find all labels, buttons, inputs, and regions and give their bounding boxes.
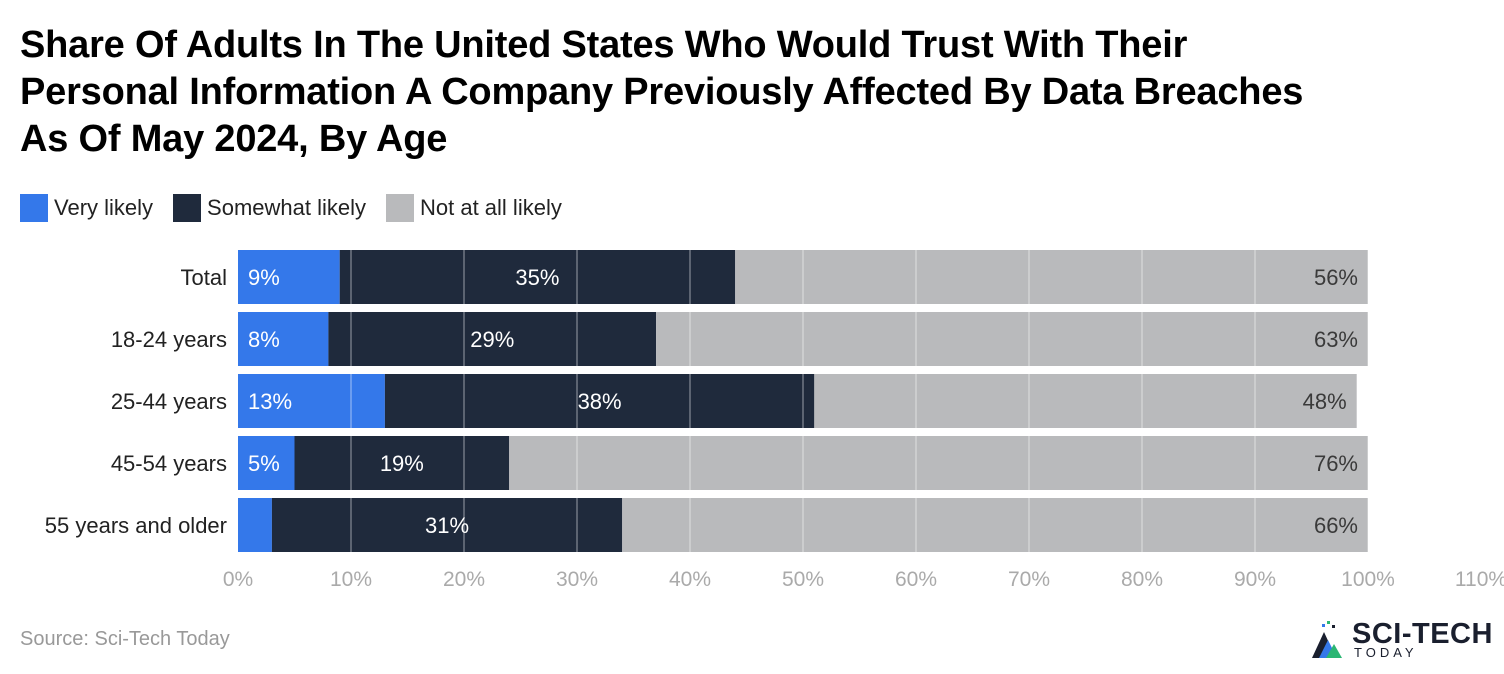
brand-name: SCI-TECH [1352, 618, 1493, 650]
brand-logo[interactable]: SCI-TECH TODAY [1310, 618, 1493, 662]
category-label-18-24-years: 18-24 years [111, 327, 227, 352]
data-label-18-24-years-very-likely: 8% [248, 327, 280, 352]
bar-18-24-years-somewhat-likely [328, 312, 657, 366]
x-tick-label-50: 50% [782, 568, 824, 591]
brand-logo-icon [1312, 621, 1342, 658]
bar-45-54-years-very-likely [238, 436, 295, 490]
bar-45-54-years-not-at-all-likely [509, 436, 1368, 490]
legend-swatch-somewhat-likely [173, 194, 202, 222]
bar-total-somewhat-likely [339, 250, 736, 304]
data-label-25-44-years-not-at-all-likely: 48% [1303, 389, 1347, 414]
legend-swatch-not-at-all-likely [386, 194, 414, 222]
bar-55-years-and-older-very-likely [238, 498, 272, 552]
data-label-55-years-and-older-somewhat-likely: 31% [425, 513, 469, 538]
category-label-55-years-and-older: 55 years and older [45, 513, 227, 538]
title-line-2: Personal Information A Company Previousl… [20, 71, 1304, 113]
x-tick-label-20: 20% [443, 568, 485, 591]
x-tick-label-110: 110% [1455, 568, 1504, 591]
chart-title: Share Of Adults In The United States Who… [20, 22, 1480, 163]
x-tick-label-10: 10% [330, 568, 372, 591]
data-label-18-24-years-not-at-all-likely: 63% [1314, 327, 1358, 352]
x-tick-label-90: 90% [1234, 568, 1276, 591]
data-label-25-44-years-very-likely: 13% [248, 389, 292, 414]
data-label-25-44-years-somewhat-likely: 38% [578, 389, 622, 414]
data-label-45-54-years-not-at-all-likely: 76% [1314, 451, 1358, 476]
source-note: Source: Sci-Tech Today [20, 628, 230, 650]
x-tick-label-60: 60% [895, 568, 937, 591]
x-tick-label-70: 70% [1008, 568, 1050, 591]
brand-tagline: TODAY [1354, 645, 1418, 660]
bar-25-44-years-not-at-all-likely [814, 374, 1357, 428]
bar-total-not-at-all-likely [735, 250, 1368, 304]
category-label-25-44-years: 25-44 years [111, 389, 227, 414]
bar-18-24-years-very-likely [238, 312, 329, 366]
data-label-total-very-likely: 9% [248, 265, 280, 290]
data-label-45-54-years-somewhat-likely: 19% [380, 451, 424, 476]
legend-swatch-very-likely [20, 194, 48, 222]
x-tick-label-0: 0% [223, 568, 253, 591]
category-label-45-54-years: 45-54 years [111, 451, 227, 476]
bar-55-years-and-older-somewhat-likely [271, 498, 623, 552]
legend-label-very-likely: Very likely [54, 195, 154, 220]
data-label-55-years-and-older-not-at-all-likely: 66% [1314, 513, 1358, 538]
data-label-18-24-years-somewhat-likely: 29% [470, 327, 514, 352]
data-label-45-54-years-very-likely: 5% [248, 451, 280, 476]
legend-item-somewhat-likely[interactable]: Somewhat likely [173, 194, 366, 222]
data-label-total-not-at-all-likely: 56% [1314, 265, 1358, 290]
legend-item-very-likely[interactable]: Very likely [20, 194, 153, 222]
data-label-total-somewhat-likely: 35% [515, 265, 559, 290]
title-line-1: Share Of Adults In The United States Who… [20, 24, 1188, 66]
x-tick-label-30: 30% [556, 568, 598, 591]
x-tick-label-100: 100% [1341, 568, 1395, 591]
legend-label-not-at-all-likely: Not at all likely [420, 195, 562, 220]
x-tick-label-80: 80% [1121, 568, 1163, 591]
bar-25-44-years-somewhat-likely [384, 374, 815, 428]
legend-item-not-at-all-likely[interactable]: Not at all likely [386, 194, 562, 222]
title-line-3: As Of May 2024, By Age [20, 118, 448, 160]
bar-45-54-years-somewhat-likely [294, 436, 510, 490]
bar-18-24-years-not-at-all-likely [656, 312, 1368, 366]
category-label-total: Total [181, 265, 227, 290]
bar-25-44-years-very-likely [238, 374, 385, 428]
bar-55-years-and-older-not-at-all-likely [622, 498, 1368, 552]
legend-label-somewhat-likely: Somewhat likely [207, 195, 366, 220]
legend: Very likely Somewhat likely Not at all l… [20, 194, 582, 222]
bar-total-very-likely [238, 250, 340, 304]
x-tick-label-40: 40% [669, 568, 711, 591]
